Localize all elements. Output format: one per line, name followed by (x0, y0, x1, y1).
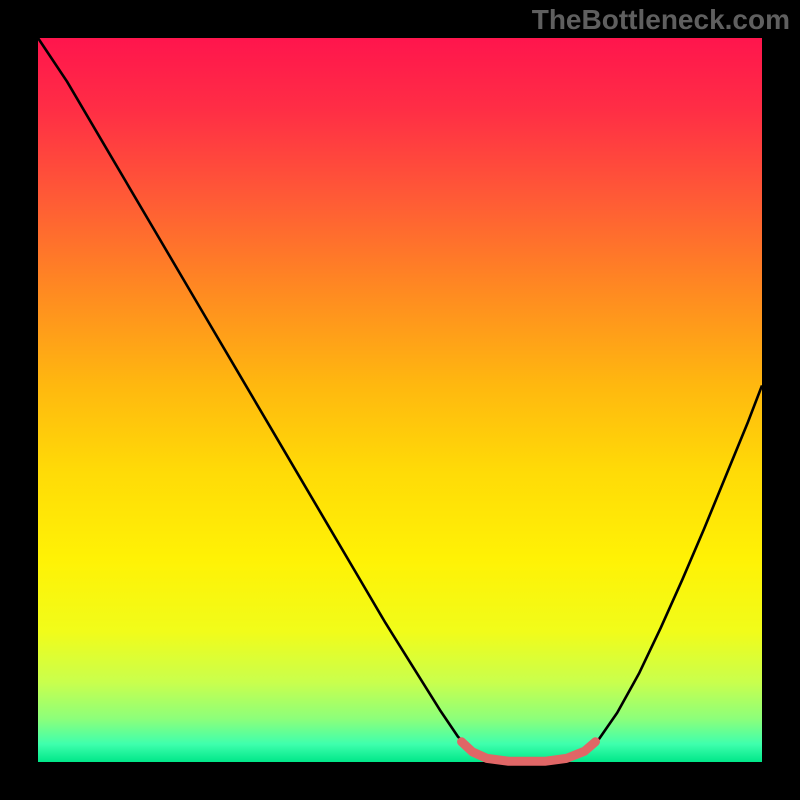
watermark-text: TheBottleneck.com (532, 4, 790, 36)
bottleneck-chart (0, 0, 800, 800)
gradient-background (38, 38, 762, 762)
chart-container: TheBottleneck.com (0, 0, 800, 800)
